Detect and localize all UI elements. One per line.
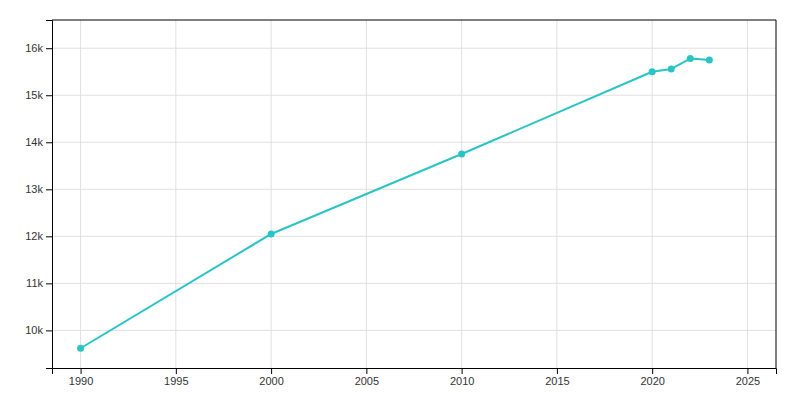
x-grid-line [556, 20, 557, 368]
point [649, 68, 656, 75]
y-axis-tick-label: 15k [25, 89, 43, 101]
line [81, 59, 710, 349]
x-axis-tick-mark [747, 368, 748, 374]
y-axis-tick: 14k [25, 136, 52, 148]
x-axis-tick: 2025 [736, 368, 760, 387]
marks [77, 55, 713, 352]
x-axis-tick-label: 1995 [164, 375, 188, 387]
y-axis-tick: 15k [25, 89, 52, 101]
y-axis-tick-mark [46, 142, 52, 143]
y-axis-tick: 11k [26, 277, 52, 289]
y-axis-tick-label: 13k [25, 183, 43, 195]
x-axis-tick-label: 2025 [736, 375, 760, 387]
x-axis-tick: 2020 [640, 368, 664, 387]
point [706, 56, 713, 63]
x-axis-tick-label: 2010 [450, 375, 474, 387]
x-axis-tick-label: 2005 [355, 375, 379, 387]
x-axis-tick-label: 2020 [640, 375, 664, 387]
x-axis-tick-mark [652, 368, 653, 374]
x-grid-line [175, 20, 176, 368]
y-axis-tick: 16k [25, 42, 52, 54]
x-axis-tick: 2000 [259, 368, 283, 387]
y-grid-line [52, 189, 776, 190]
x-axis-tick: 1990 [69, 368, 93, 387]
y-axis: 10k 11k 12k 13k 14k 15k 16k [25, 21, 52, 369]
y-axis-tick-mark [46, 236, 52, 237]
x-axis-tick-label: 2000 [259, 375, 283, 387]
x-axis-tick-mark [176, 368, 177, 374]
x-axis: 1990 1995 2000 2005 2010 2015 2020 2025 [53, 368, 777, 387]
y-axis-tick-mark [46, 48, 52, 49]
y-axis-tick-mark [46, 95, 52, 96]
y-axis-tick: 12k [25, 230, 52, 242]
x-axis-tick-label: 1990 [69, 375, 93, 387]
point [458, 151, 465, 158]
y-axis-tick-mark [46, 283, 52, 284]
x-grid-line [271, 20, 272, 368]
y-axis-tick-mark [46, 330, 52, 331]
chart-svg: 1990 1995 2000 2005 2010 2015 2020 2025 10k 11k 12… [0, 0, 800, 400]
y-axis-tick-label: 11k [26, 277, 43, 289]
point [668, 65, 675, 72]
x-axis-tick: 1995 [164, 368, 188, 387]
y-grid-line [52, 236, 776, 237]
plot-area: 1990 1995 2000 2005 2010 2015 2020 2025 10k 11k 12… [25, 20, 776, 387]
y-axis-tick-label: 12k [25, 230, 43, 242]
y-axis-tick-label: 10k [25, 324, 43, 336]
x-axis-tick: 2015 [545, 368, 569, 387]
x-axis-tick: 2010 [450, 368, 474, 387]
point [268, 230, 275, 237]
y-grid-line [52, 95, 776, 96]
y-grid-line [52, 330, 776, 331]
y-axis-tick: 10k [25, 324, 52, 336]
point [77, 345, 84, 352]
grid [52, 20, 776, 368]
y-grid-line [52, 142, 776, 143]
y-grid-line [52, 283, 776, 284]
plot-frame [776, 20, 777, 368]
y-grid-line [52, 48, 776, 49]
x-grid-line [747, 20, 748, 368]
y-axis-tick-mark [46, 189, 52, 190]
x-grid-line [461, 20, 462, 368]
x-axis-tick: 2005 [355, 368, 379, 387]
x-axis-tick-mark [462, 368, 463, 374]
x-axis-tick-mark [366, 368, 367, 374]
x-axis-tick-mark [271, 368, 272, 374]
y-axis-tick: 13k [25, 183, 52, 195]
y-axis-tick-label: 16k [25, 42, 43, 54]
x-axis-tick-mark [81, 368, 82, 374]
x-grid-line [80, 20, 81, 368]
plot-frame [52, 20, 776, 21]
x-axis-line [53, 369, 777, 375]
y-axis-tick-label: 14k [25, 136, 43, 148]
x-axis-tick-mark [557, 368, 558, 374]
y-axis-line [46, 21, 53, 369]
point [687, 55, 694, 62]
x-axis-tick-label: 2015 [545, 375, 569, 387]
